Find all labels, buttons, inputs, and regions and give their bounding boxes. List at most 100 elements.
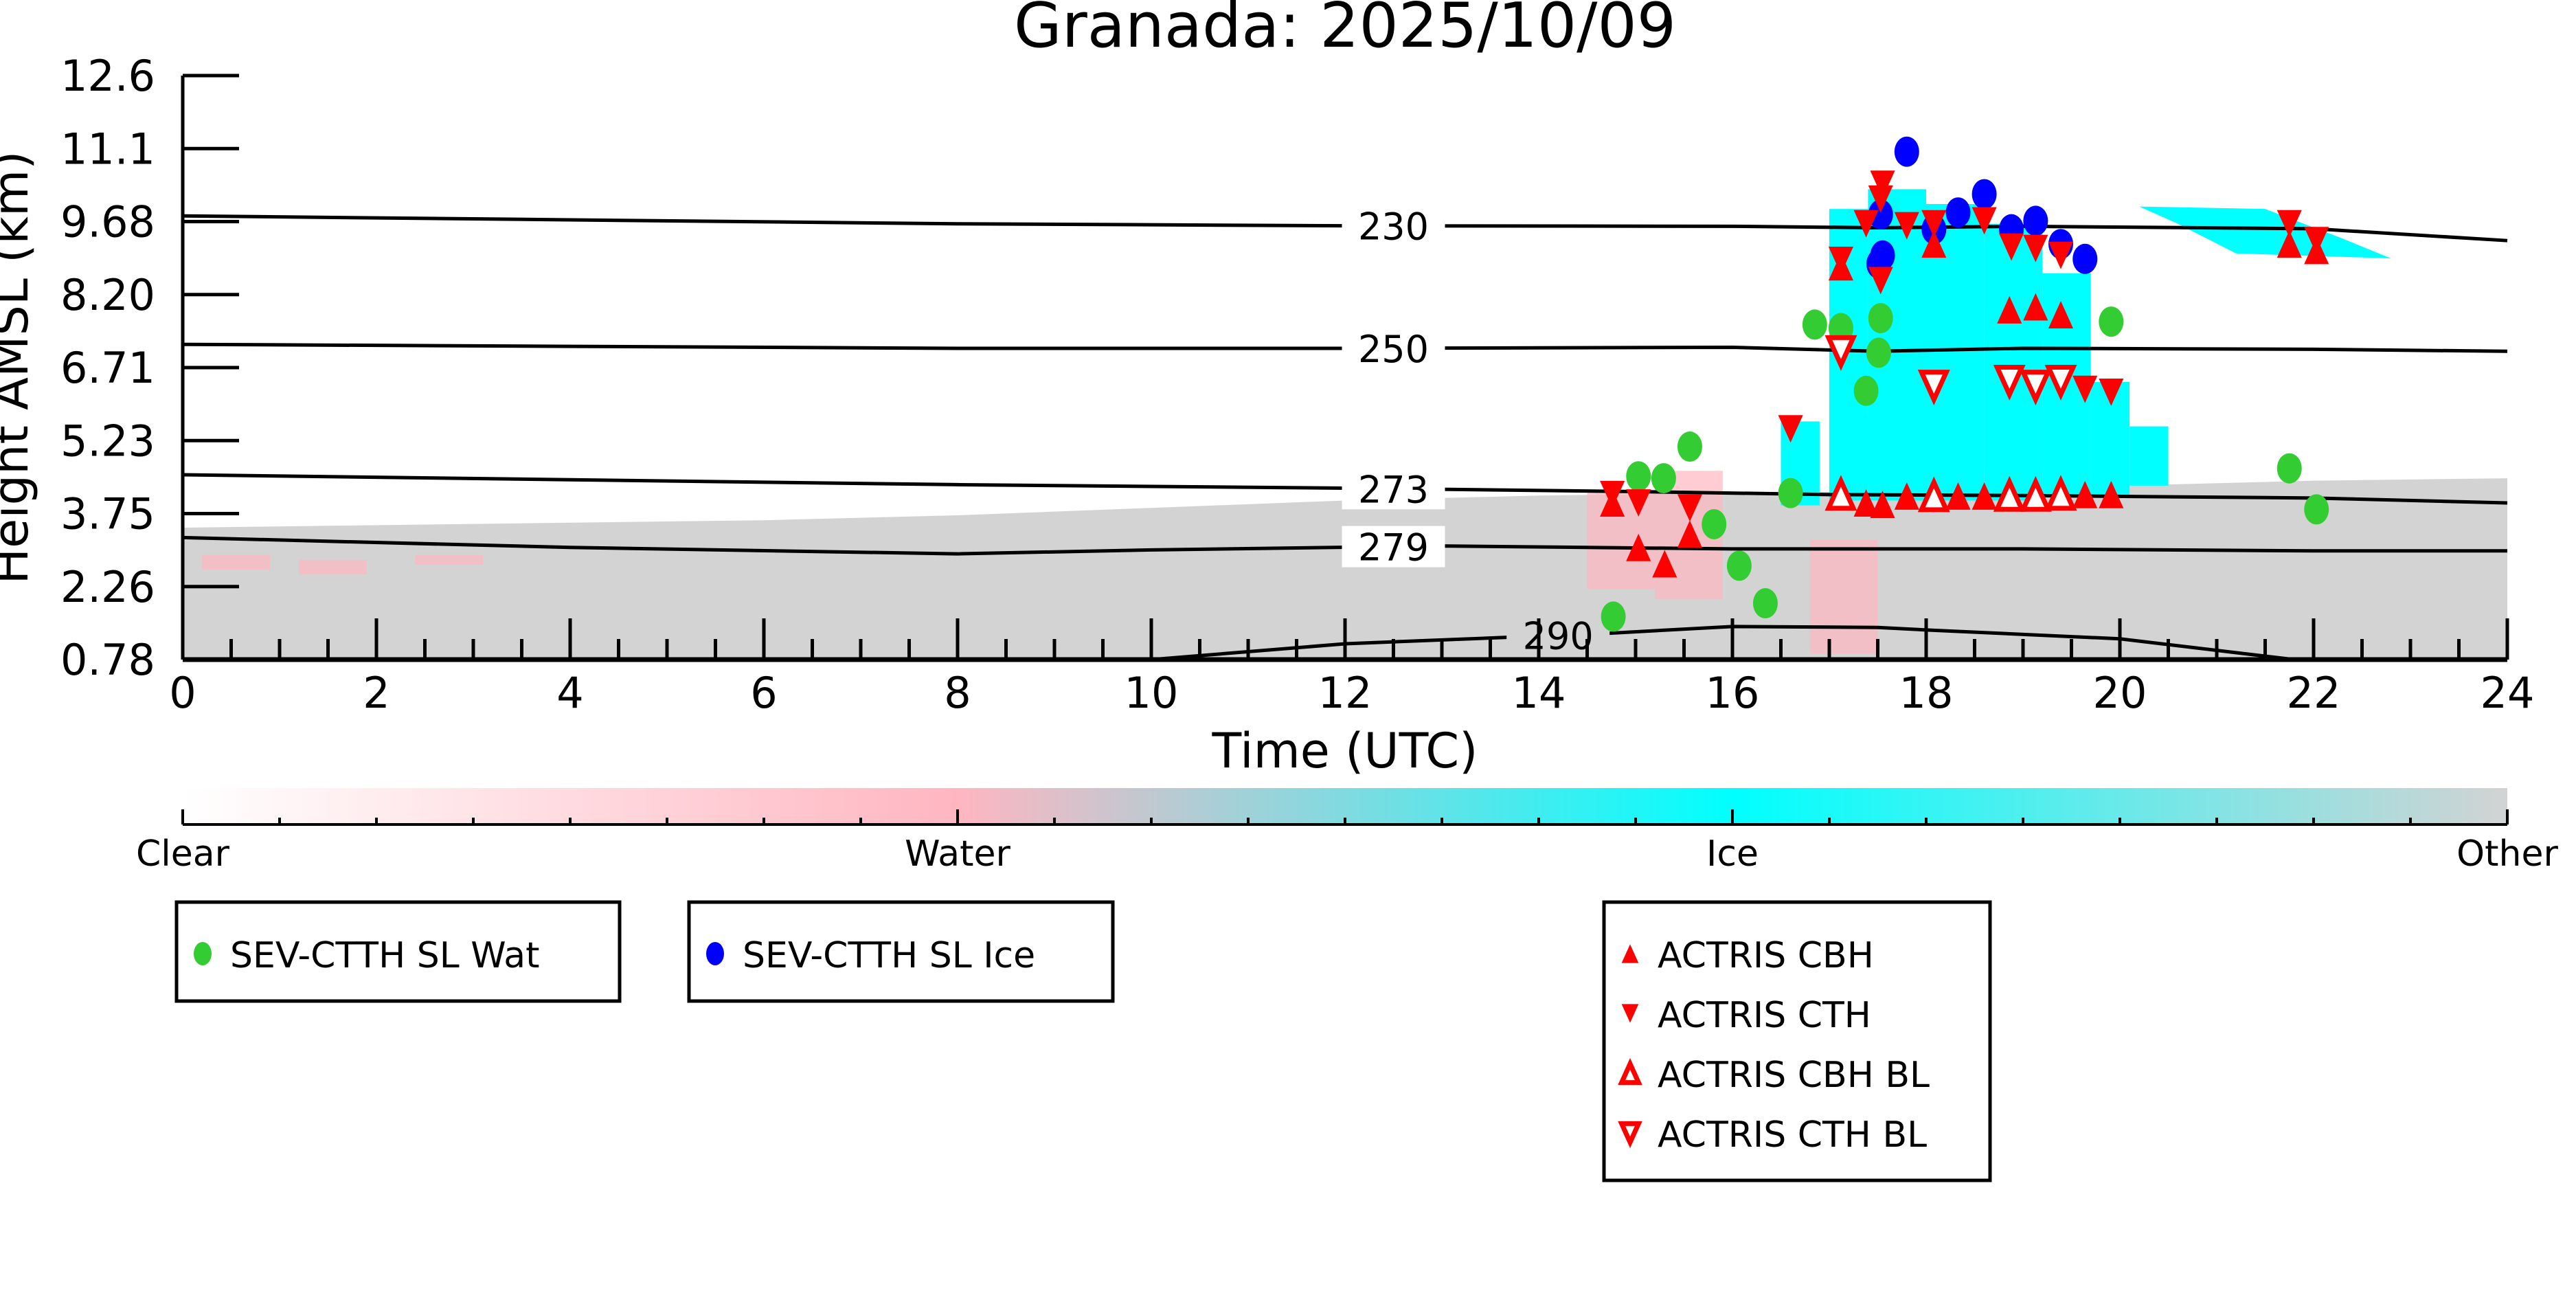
marker-triangle-up: [1618, 1057, 1642, 1086]
marker-circle: [1626, 461, 1651, 492]
marker-triangle-up: [1626, 533, 1651, 561]
marker-circle: [1868, 303, 1893, 334]
cloud-classification-field: [183, 189, 2507, 660]
y-tick-label: 12.6: [60, 51, 155, 101]
marker-triangle-down: [2099, 379, 2124, 406]
colorbar-labels: Clear Water Ice Other: [136, 833, 2558, 875]
marker-circle: [1601, 601, 1626, 632]
marker-triangle-down: [1600, 480, 1625, 508]
marker-triangle-down: [1870, 170, 1895, 199]
marker-circle: [1726, 550, 1752, 581]
marker-triangle-down: [2019, 370, 2052, 406]
marker-triangle-down: [1894, 212, 1919, 240]
ice-region: [2139, 206, 2391, 259]
x-tick-label: 0: [169, 668, 196, 718]
x-tick-label: 14: [1512, 668, 1566, 718]
contour-label: 250: [1358, 328, 1429, 371]
y-tick-label: 5.23: [60, 416, 155, 466]
y-tick-label: 8.20: [60, 270, 155, 320]
marker-triangle-down: [2023, 234, 2048, 262]
water-region: [1809, 539, 1878, 654]
contour-line: [182, 214, 2508, 243]
marker-triangle-down: [1993, 364, 2026, 401]
marker-triangle-down: [2276, 210, 2302, 238]
marker-triangle-up: [2276, 230, 2302, 258]
colorbar-ticks: [181, 809, 2509, 826]
marker-circle: [1853, 375, 1879, 406]
marker-circle: [2023, 205, 2048, 236]
marker-circle: [1651, 463, 1676, 494]
contour-label: 273: [1358, 468, 1429, 511]
marker-triangle-up: [1824, 475, 1857, 511]
marker-triangle-down: [1921, 210, 1947, 238]
colorbar-label: Water: [905, 833, 1010, 875]
x-axis-label: Time (UTC): [1212, 723, 1478, 779]
water-region: [1587, 491, 1656, 590]
marker-circle: [1868, 199, 1893, 230]
legend: SEV-CTTH SL Wat SEV-CTTH SL Ice ACTRIS CBH…: [174, 900, 1992, 1182]
x-tick-label: 6: [750, 668, 777, 718]
marker-circle: [1894, 136, 1919, 167]
colorbar-label: Clear: [136, 833, 230, 875]
marker-circle: [2072, 243, 2098, 274]
marker-triangle-up: [1894, 482, 1919, 510]
contour-label-bg: [1342, 205, 1445, 247]
water-region: [202, 554, 270, 570]
marker-circle: [1702, 508, 1727, 539]
y-tick-label: 3.75: [60, 489, 155, 539]
marker-triangle-down: [2044, 364, 2077, 401]
marker-triangle-down: [2048, 241, 2074, 269]
legend-entry-label: SEV-CTTH SL Wat: [230, 935, 540, 976]
marker-triangle-down: [1917, 370, 1950, 406]
marker-triangle-up: [2044, 475, 2077, 511]
marker-triangle-up: [1921, 230, 1947, 258]
legend-box: [174, 900, 622, 1003]
marker-circle: [1802, 309, 1827, 340]
legend-entry-label: ACTRIS CTH BL: [1658, 1114, 1927, 1156]
ice-region: [2129, 426, 2169, 486]
legend-entry-label: ACTRIS CBH: [1658, 935, 1874, 976]
contour-label-bg: [1342, 468, 1445, 510]
x-tick-label: 18: [1899, 668, 1954, 718]
marker-circle: [1866, 337, 1891, 368]
marker-triangle-up: [2048, 301, 2074, 329]
legend-entry-label: ACTRIS CTH: [1658, 995, 1871, 1036]
legend-box: [687, 900, 1115, 1003]
marker-triangle-up: [1945, 482, 1971, 510]
contour-label: 290: [1523, 615, 1594, 658]
marker-triangle-up: [1652, 550, 1677, 578]
marker-triangle-down: [2072, 375, 2098, 403]
marker-triangle-down: [1778, 415, 1803, 443]
marker-circle: [1677, 431, 1702, 462]
marker-circle: [2099, 306, 2124, 337]
y-tick-label: 11.1: [60, 124, 155, 174]
contour-label-bg: [1506, 614, 1610, 656]
chart-title: Granada: 2025/10/09: [1014, 0, 1676, 62]
marker-triangle-down: [1971, 207, 1997, 235]
other-region: [183, 478, 2507, 660]
marker-triangle-down: [1618, 1121, 1642, 1149]
water-region: [415, 554, 484, 565]
x-tick-label: 20: [2093, 668, 2147, 718]
contour-label-bg: [1342, 526, 1445, 568]
x-tick-label: 8: [944, 668, 971, 718]
contour-label: 279: [1358, 526, 1429, 570]
marker-circle: [2276, 453, 2302, 484]
legend-entry-label: ACTRIS CBH BL: [1658, 1055, 1930, 1096]
x-tick-label: 12: [1318, 668, 1372, 718]
marker-circle: [194, 942, 212, 965]
marker-triangle-down: [1824, 335, 1857, 371]
marker-triangle-up: [2072, 480, 2098, 508]
marker-triangle-down: [1677, 494, 1703, 522]
temperature-contours: 230 250 273 279 290: [182, 205, 2508, 662]
axes: 0 2 4 6 8 10 12 14 16 18 20 22 240.782.263.755.236.7…: [60, 51, 2535, 718]
x-tick-label: 16: [1706, 668, 1760, 718]
marker-triangle-up: [1870, 491, 1895, 519]
marker-triangle-down: [2304, 227, 2329, 255]
marker-triangle-down: [1621, 1004, 1639, 1023]
contour-line: [182, 342, 2508, 353]
marker-triangle-up: [2019, 475, 2052, 512]
y-tick-label: 0.78: [60, 635, 155, 685]
y-tick-label: 2.26: [60, 562, 155, 612]
